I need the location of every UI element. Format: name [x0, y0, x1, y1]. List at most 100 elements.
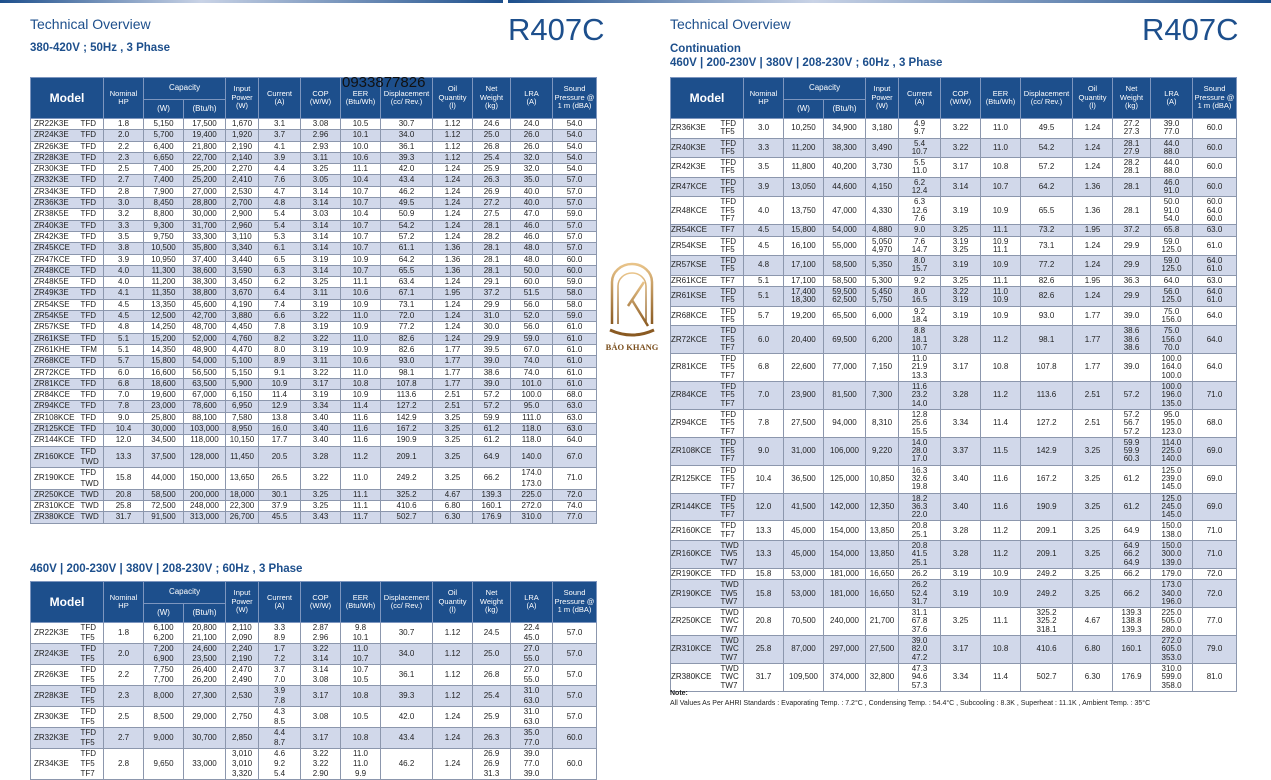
cell-model: ZR54KSE [670, 235, 721, 257]
cell-oil-quantity: 3.25 [1072, 436, 1114, 466]
cell-nominal-hp: 5.1 [103, 332, 145, 345]
cell-lra: 51.5 [510, 287, 554, 300]
cell-model: ZR45KCE [30, 242, 81, 255]
cell-sound-pressure: 60.0 [1192, 176, 1238, 198]
cell-eer: 11.2 [980, 325, 1022, 355]
table-row: ZR38K5E TFD 3.2 8,800 30,000 2,900 5.4 3.03 10.4… [30, 208, 598, 221]
table-row: ZR22K3E TFD TF5 1.8 6,100 6,200 20,800 21,10… [30, 622, 598, 644]
cell-sound-pressure: 57.0 [552, 185, 598, 199]
cell-displacement: 190.9 [1020, 492, 1074, 522]
cell-eer: 11.1 [980, 224, 1022, 237]
cell-oil-quantity: 1.24 [432, 174, 474, 187]
cell-input-power: 16,650 [865, 567, 900, 581]
table-row: ZR108KCE TFD TF5 TF7 9.0 31,000 106,000 9,220… [670, 436, 1238, 466]
cell-capacity-w: 45,000 [783, 520, 825, 542]
cell-input-power: 4,450 [225, 321, 260, 334]
cell-cop: 3.25 [300, 163, 342, 176]
table-row: ZR47KCE TFD TF5 3.9 13,050 44,600 4,150 6.2 12… [670, 176, 1238, 198]
cell-oil-quantity: 3.25 [1072, 520, 1114, 542]
cell-current: 4.7 [258, 185, 302, 199]
cell-displacement: 57.2 [1020, 157, 1074, 178]
cell-lra: 60.0 [510, 276, 554, 289]
cell-nominal-hp: 2.5 [103, 163, 145, 176]
cell-net-weight: 28.2 [472, 230, 512, 244]
cell-model: ZR160KCE [30, 445, 81, 469]
cell-model: ZR81KCE [30, 377, 81, 391]
cell-input-power: 3,880 [225, 310, 260, 323]
cell-net-weight: 57.2 56.7 57.2 [1112, 408, 1152, 438]
cell-oil-quantity: 1.36 [1072, 196, 1114, 226]
cell-current: 30.1 [258, 488, 302, 502]
cell-nominal-hp: 7.8 [743, 408, 785, 438]
left-second-subtitle: 460V | 200-230V | 380V | 208-230V ; 60Hz… [30, 563, 303, 575]
cell-eer: 11.0 11.0 9.9 [340, 748, 382, 780]
cell-model: ZR26K3E [30, 664, 81, 686]
cell-eer: 10.7 [340, 230, 382, 244]
cell-displacement: 209.1 [1020, 540, 1074, 569]
cell-current: 9.0 [898, 224, 942, 237]
cell-model: ZR47KCE [670, 176, 721, 198]
cell-type: TFD TF5 TF7 [80, 748, 105, 780]
cell-nominal-hp: 6.8 [743, 353, 785, 383]
cell-input-power: 13,850 [865, 540, 900, 569]
cell-capacity-btuh: 200,000 [183, 488, 227, 502]
cell-lra: 46.0 [510, 219, 554, 232]
cell-input-power: 3,440 [225, 253, 260, 266]
cell-oil-quantity: 1.12 [432, 622, 474, 644]
cell-model: ZR310KCE [30, 500, 81, 513]
cell-displacement: 113.6 [1020, 381, 1074, 410]
cell-displacement: 98.1 [380, 366, 434, 379]
cell-model: ZR310KCE [670, 635, 721, 664]
cell-sound-pressure: 59.0 [552, 208, 598, 221]
cell-nominal-hp: 20.8 [743, 607, 785, 637]
cell-input-power: 27,500 [865, 635, 900, 664]
cell-input-power: 1,670 [225, 117, 260, 131]
cell-nominal-hp: 4.8 [103, 321, 145, 334]
cell-current: 11.4 [258, 389, 302, 402]
cell-current: 8.0 15.7 [898, 255, 942, 276]
cell-capacity-btuh: 142,000 [823, 492, 867, 522]
cell-nominal-hp: 7.8 [103, 400, 145, 413]
cell-cop: 3.34 [940, 408, 982, 438]
header-oil-quantity: Oil Quantity (l) [432, 77, 474, 119]
cell-input-power: 2,960 [225, 219, 260, 232]
cell-nominal-hp: 2.0 [103, 643, 145, 665]
cell-input-power: 32,800 [865, 662, 900, 692]
cell-capacity-btuh: 54,000 [183, 355, 227, 368]
cell-input-power: 26,700 [225, 511, 260, 524]
cell-oil-quantity: 3.25 [1072, 464, 1114, 494]
cell-capacity-w: 91,500 [143, 511, 185, 524]
cell-model: ZR30K3E [30, 706, 81, 728]
cell-capacity-btuh: 63,500 [183, 377, 227, 391]
cell-nominal-hp: 2.8 [103, 185, 145, 199]
table-row: ZR68KCE TFD 5.7 15,800 54,000 5,100 8.9 3.11 10.… [30, 355, 598, 368]
cell-displacement: 142.9 [380, 411, 434, 425]
cell-input-power: 2,750 [225, 706, 260, 728]
cell-net-weight: 26.9 [472, 185, 512, 199]
table-row: ZR36K3E TFD TF5 3.0 10,250 34,900 3,180 4.9 9.… [670, 118, 1238, 139]
cell-nominal-hp: 31.7 [743, 662, 785, 692]
cell-oil-quantity: 1.12 [432, 643, 474, 665]
cell-oil-quantity: 1.24 [1072, 235, 1114, 257]
cell-nominal-hp: 5.1 [103, 343, 145, 357]
header-current: Current (A) [258, 77, 302, 119]
table-row: ZR57KSE TFD TF5 4.8 17,100 58,500 5,350 8.0 15… [670, 255, 1238, 276]
cell-nominal-hp: 4.8 [743, 255, 785, 276]
cell-sound-pressure: 57.0 [552, 622, 598, 644]
cell-net-weight: 64.9 66.2 64.9 [1112, 540, 1152, 569]
cell-sound-pressure: 67.0 [552, 445, 598, 469]
cell-lra: 150.0 138.0 [1150, 520, 1194, 542]
table-row: ZR160KCE TFD TWD 13.3 37,500 128,000 11,450 20… [30, 445, 598, 469]
cell-nominal-hp: 4.5 [743, 224, 785, 237]
cell-current: 6.3 [258, 264, 302, 278]
cell-model: ZR48KCE [670, 196, 721, 226]
cell-capacity-btuh: 313,000 [183, 511, 227, 524]
cell-current: 4.1 [258, 140, 302, 153]
cell-cop: 3.25 [300, 500, 342, 513]
cell-current: 12.9 [258, 400, 302, 413]
cell-eer: 11.0 10.7 [340, 643, 382, 665]
cell-cop: 3.40 [300, 423, 342, 436]
cell-model: ZR24K3E [30, 129, 81, 142]
cell-capacity-w: 58,500 [143, 488, 185, 502]
cell-net-weight: 29.9 [1112, 286, 1152, 307]
